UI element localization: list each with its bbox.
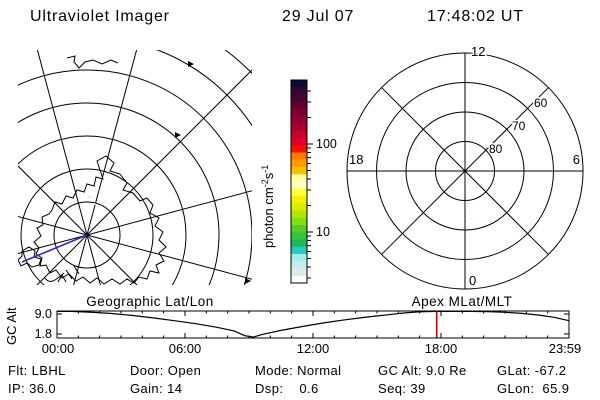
mlat-60-ring-label: 60 — [534, 96, 548, 110]
xtick-0000: 00:00 — [42, 341, 75, 356]
coastline-squiggles — [43, 265, 80, 283]
status-ip: IP: 36.0 — [8, 381, 57, 396]
status-mode: Mode: Normal — [255, 363, 342, 378]
mlt-6-label: 6 — [573, 152, 580, 167]
antarctica-coastline — [33, 155, 167, 285]
colorbar: 100 10 photon cm-2s-1 — [260, 79, 337, 284]
mlt-12-label: 12 — [471, 44, 485, 59]
status-dsp: Dsp: 0.6 — [255, 381, 319, 396]
status-door: Door: Open — [130, 363, 202, 378]
apex-polar-grid — [346, 52, 584, 290]
gc-alt-curve — [57, 310, 570, 338]
observation-date: 29 Jul 07 — [282, 8, 355, 25]
colorbar-major-tick-label: 100 — [316, 137, 337, 151]
status-seq: Seq: 39 — [378, 381, 426, 396]
ytick-9: 9.0 — [35, 307, 52, 321]
apex-mlat-mlt-plot: 12 18 6 0 80 70 60 — [346, 43, 584, 290]
status-gain: Gain: 14 — [130, 381, 183, 396]
apex-plot-title: Apex MLat/MLT — [412, 294, 513, 309]
status-glon: GLon: 65.9 — [497, 381, 570, 396]
geo-plot-title: Geographic Lat/Lon — [86, 294, 214, 309]
colorbar-major-tick-label: 10 — [316, 225, 330, 239]
geographic-map-plot — [18, 50, 252, 285]
geo-faint-image-data — [88, 189, 99, 205]
xtick-0600: 06:00 — [169, 341, 202, 356]
strip-axis-ticks — [57, 311, 569, 338]
colorbar-ticks — [307, 90, 313, 279]
ytick-1-8: 1.8 — [35, 327, 52, 341]
mlt-0-label: 0 — [469, 273, 476, 288]
coastline-island — [18, 246, 42, 268]
apex-faint-image-data — [414, 148, 473, 220]
app-title: Ultraviolet Imager — [30, 8, 170, 25]
colorbar-frame — [290, 79, 308, 284]
colorbar-gradient — [291, 80, 307, 284]
status-gc-alt: GC Alt: 9.0 Re — [378, 363, 467, 378]
mlat-80-ring-label: 80 — [489, 142, 503, 156]
lat-lon-grid — [18, 50, 252, 285]
colorbar-unit-label: photon cm-2s-1 — [260, 165, 276, 248]
status-glat: GLat: -67.2 — [497, 363, 567, 378]
xtick-1200: 12:00 — [297, 341, 330, 356]
observation-time: 17:48:02 UT — [427, 8, 524, 25]
mlat-70-ring-label: 70 — [512, 119, 526, 133]
status-filter: Flt: LBHL — [8, 363, 66, 378]
xtick-1800: 18:00 — [425, 341, 458, 356]
coastline-top-fragment — [66, 55, 119, 69]
xtick-2359: 23:59 — [549, 341, 582, 356]
gc-alt-strip-chart: GC Alt 9.0 1.8 00:00 06:00 12:00 18:00 2… — [4, 307, 581, 356]
orbit-track-line — [21, 234, 88, 263]
colorbar-tick-labels: 100 10 — [316, 137, 337, 239]
mlt-18-label: 18 — [349, 152, 363, 167]
strip-y-axis-label: GC Alt — [4, 307, 19, 345]
